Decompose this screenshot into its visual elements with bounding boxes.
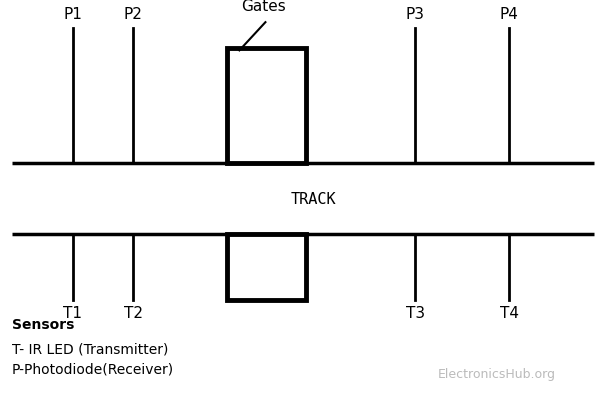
- Text: P1: P1: [63, 7, 82, 22]
- Text: P4: P4: [499, 7, 519, 22]
- Text: P3: P3: [405, 7, 425, 22]
- Text: T4: T4: [499, 306, 519, 321]
- Text: T- IR LED (Transmitter): T- IR LED (Transmitter): [12, 343, 168, 357]
- Text: TRACK: TRACK: [291, 192, 336, 207]
- Text: P2: P2: [124, 7, 143, 22]
- Text: T2: T2: [124, 306, 143, 321]
- Bar: [227, 234, 306, 300]
- Text: T1: T1: [63, 306, 82, 321]
- Text: T3: T3: [405, 306, 425, 321]
- Text: P-Photodiode(Receiver): P-Photodiode(Receiver): [12, 363, 175, 377]
- Bar: [227, 48, 306, 163]
- Text: ElectronicsHub.org: ElectronicsHub.org: [438, 368, 556, 381]
- Text: Sensors: Sensors: [12, 318, 75, 332]
- Text: Gates: Gates: [241, 0, 286, 14]
